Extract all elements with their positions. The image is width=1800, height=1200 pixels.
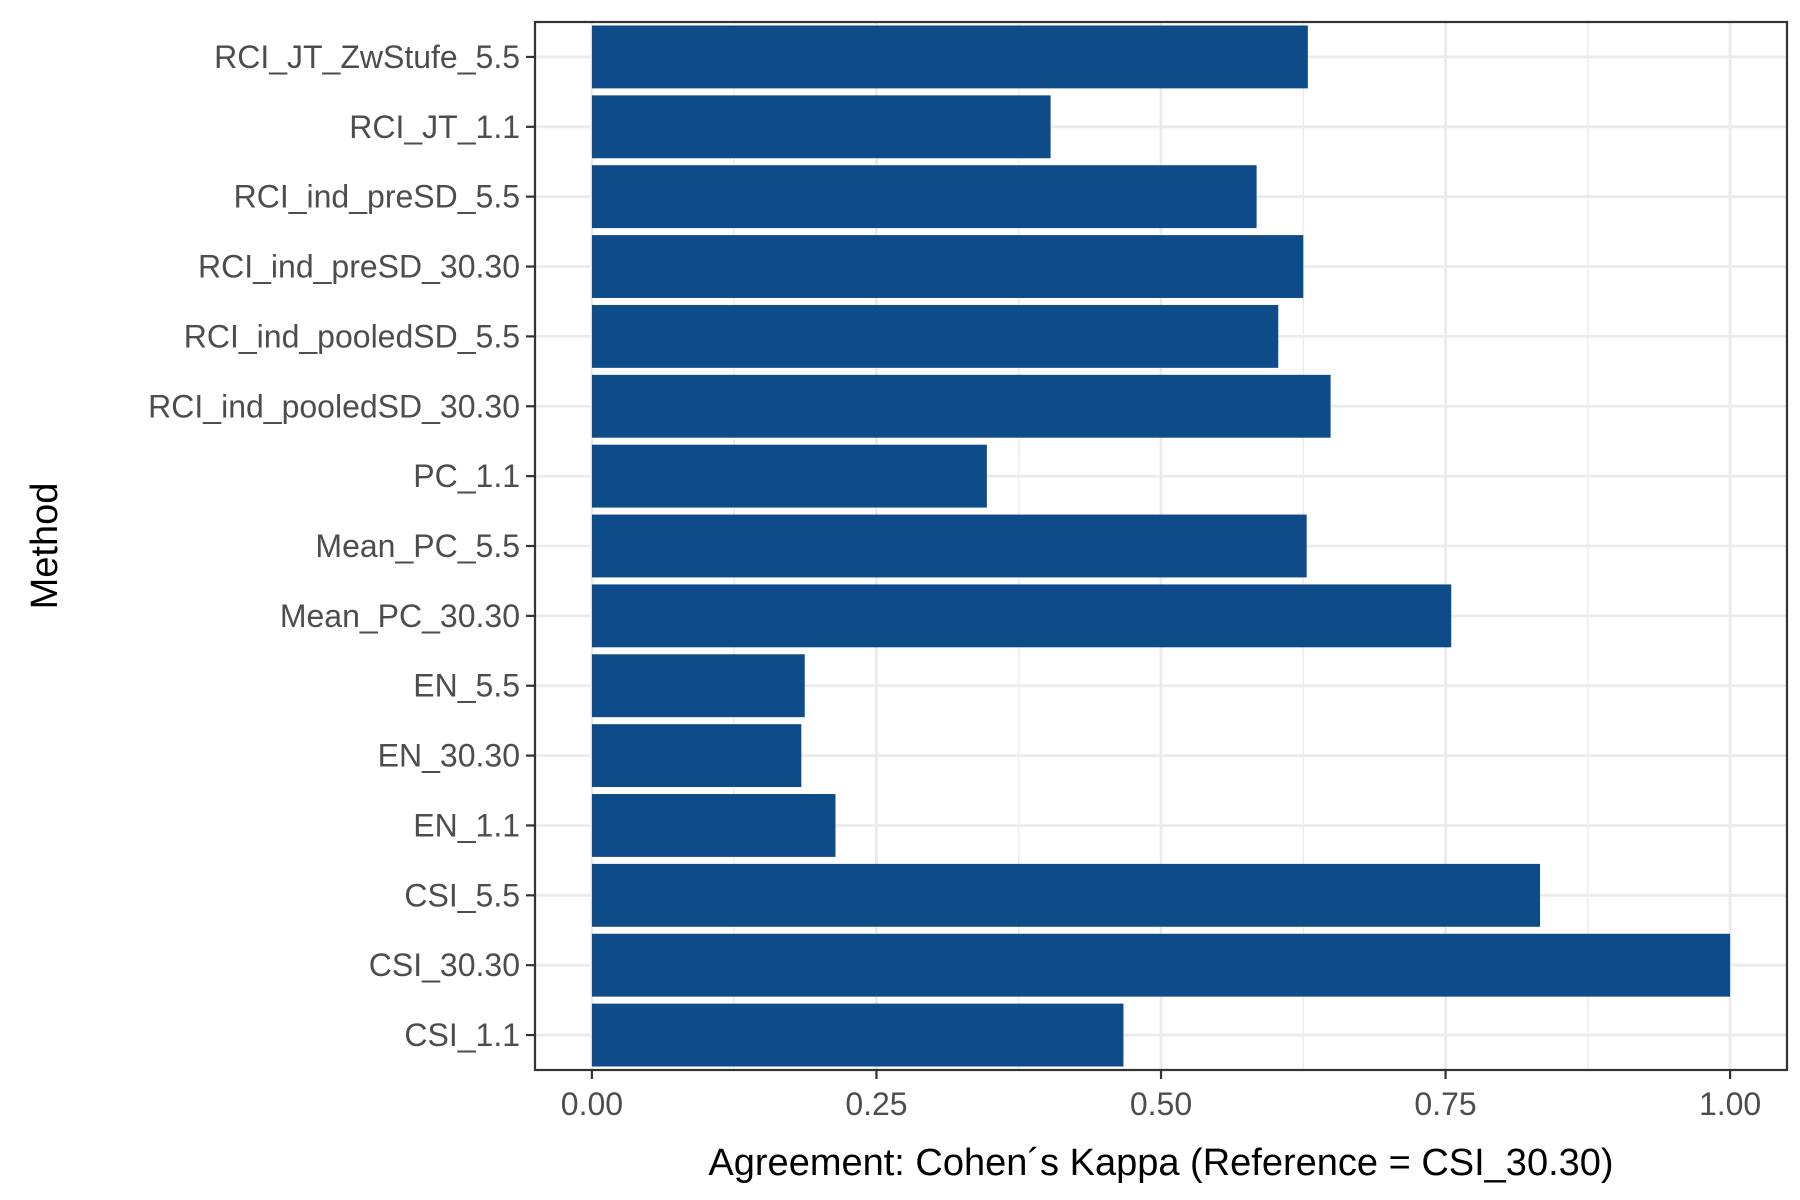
bars <box>591 25 1731 1067</box>
bar-RCI_JT_ZwStufe_5.5 <box>591 25 1308 89</box>
x-tick-label: 0.25 <box>845 1086 907 1122</box>
y-tick-label: PC_1.1 <box>413 458 520 494</box>
bar-CSI_5.5 <box>591 863 1541 927</box>
y-tick-label: CSI_30.30 <box>369 947 520 983</box>
bar-PC_1.1 <box>591 444 987 508</box>
bar-RCI_ind_pooledSD_30.30 <box>591 374 1331 438</box>
y-tick-label: RCI_ind_pooledSD_30.30 <box>148 388 520 424</box>
x-axis-title: Agreement: Cohen´s Kappa (Reference = CS… <box>708 1142 1613 1184</box>
bar-EN_1.1 <box>591 794 836 857</box>
y-tick-label: EN_30.30 <box>378 738 520 774</box>
y-tick-label: EN_1.1 <box>413 807 520 843</box>
bar-RCI_ind_preSD_30.30 <box>591 235 1304 298</box>
y-tick-label: RCI_ind_pooledSD_5.5 <box>184 318 520 354</box>
y-tick-label: RCI_JT_ZwStufe_5.5 <box>214 39 520 75</box>
y-axis-title: Method <box>24 483 66 610</box>
bar-CSI_30.30 <box>591 933 1731 997</box>
x-tick-label: 0.00 <box>561 1086 623 1122</box>
y-tick-label: RCI_ind_preSD_30.30 <box>198 249 520 285</box>
bar-RCI_JT_1.1 <box>591 95 1051 159</box>
bar-RCI_ind_pooledSD_5.5 <box>591 304 1279 368</box>
y-tick-label: EN_5.5 <box>413 668 520 704</box>
x-tick-label: 0.75 <box>1414 1086 1476 1122</box>
y-tick-label: RCI_ind_preSD_5.5 <box>234 179 520 215</box>
bar-RCI_ind_preSD_5.5 <box>591 165 1257 229</box>
x-tick-label: 0.50 <box>1130 1086 1192 1122</box>
y-axis: RCI_JT_ZwStufe_5.5 RCI_JT_1.1 RCI_ind_preS… <box>148 39 535 1053</box>
bar-Mean_PC_5.5 <box>591 514 1307 578</box>
y-tick-label: RCI_JT_1.1 <box>349 109 520 145</box>
y-tick-label: Mean_PC_30.30 <box>280 598 520 634</box>
bar-CSI_1.1 <box>591 1003 1124 1067</box>
y-tick-label: CSI_1.1 <box>404 1017 520 1053</box>
bar-EN_30.30 <box>591 724 802 788</box>
x-tick-label: 1.00 <box>1699 1086 1761 1122</box>
x-axis: 0.00 0.25 0.50 0.75 1.00 <box>561 1070 1761 1122</box>
bar-Mean_PC_30.30 <box>591 584 1452 648</box>
bar-EN_5.5 <box>591 654 805 718</box>
y-tick-label: CSI_5.5 <box>404 877 520 913</box>
y-tick-label: Mean_PC_5.5 <box>315 528 520 564</box>
